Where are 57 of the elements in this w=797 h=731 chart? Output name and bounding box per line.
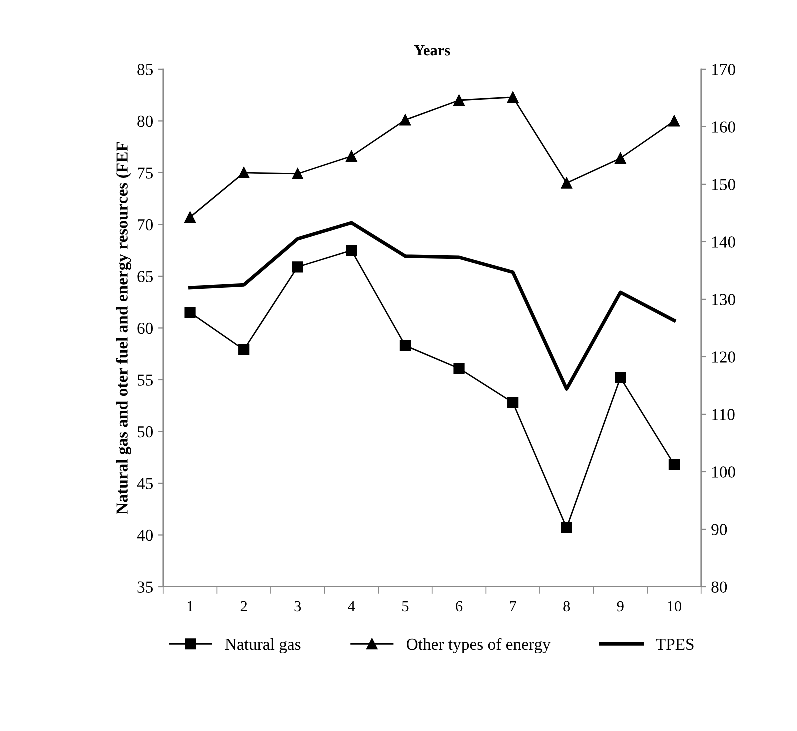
y2-tick-label: 120 xyxy=(712,352,736,363)
x-tick-label: 1 xyxy=(188,601,194,612)
y2-tick-label: 160 xyxy=(712,122,736,133)
point xyxy=(668,116,680,127)
point xyxy=(292,168,304,180)
point xyxy=(508,397,519,408)
y-tick-label: 60 xyxy=(138,322,154,334)
point xyxy=(561,522,572,534)
y-tick-label: 50 xyxy=(138,426,154,438)
point xyxy=(292,262,304,273)
y2-tick-label: 80 xyxy=(712,582,728,593)
y-tick-label: 75 xyxy=(138,168,154,179)
point xyxy=(238,167,250,179)
y2-tick-label: 150 xyxy=(712,179,736,190)
x-tick-label: 3 xyxy=(294,601,302,612)
point xyxy=(400,340,412,352)
point xyxy=(615,152,626,164)
point xyxy=(184,212,196,224)
point xyxy=(561,178,572,189)
x-tick-label: 5 xyxy=(402,601,409,612)
y2-tick-label: 130 xyxy=(712,294,736,306)
point xyxy=(668,459,680,470)
y-axis-title: Natural gas and oter fuel and energy resources (FEF xyxy=(116,142,132,514)
y-tick-label: 35 xyxy=(138,582,154,593)
y-tick-label: 85 xyxy=(138,64,154,76)
x-tick-label: 8 xyxy=(564,601,570,612)
y2-tick-label: 140 xyxy=(712,236,736,248)
y2-tick-label: 100 xyxy=(712,466,736,478)
x-tick-label: 7 xyxy=(510,601,516,612)
y-tick-label: 65 xyxy=(138,271,154,282)
y-tick-label: 40 xyxy=(137,530,154,542)
x-tick-label: 9 xyxy=(617,601,624,612)
point xyxy=(454,94,465,106)
y-tick-label: 70 xyxy=(138,219,154,231)
legend-label: Natural gas xyxy=(225,638,301,654)
x-tick-label: 4 xyxy=(348,601,356,612)
x-tick-label: 2 xyxy=(240,601,248,612)
x-tick-label: 6 xyxy=(456,601,463,612)
point xyxy=(508,92,519,103)
point xyxy=(184,307,196,318)
point xyxy=(454,363,465,374)
y-tick-label: 80 xyxy=(138,116,154,128)
y-tick-label: 45 xyxy=(137,478,154,490)
legend-label: Other types of energy xyxy=(407,638,551,654)
point xyxy=(238,344,250,356)
chart-title: Years xyxy=(414,46,450,56)
point xyxy=(346,150,358,162)
line-series xyxy=(188,221,676,391)
y-tick-label: 55 xyxy=(138,374,154,386)
point xyxy=(346,245,358,256)
legend-label: TPES xyxy=(656,638,694,650)
y2-tick-label: 170 xyxy=(712,64,736,76)
x-tick-label: 10 xyxy=(668,601,682,612)
point xyxy=(615,372,626,384)
y2-tick-label: 110 xyxy=(712,409,735,420)
point xyxy=(400,114,412,126)
y2-tick-label: 90 xyxy=(712,524,728,536)
